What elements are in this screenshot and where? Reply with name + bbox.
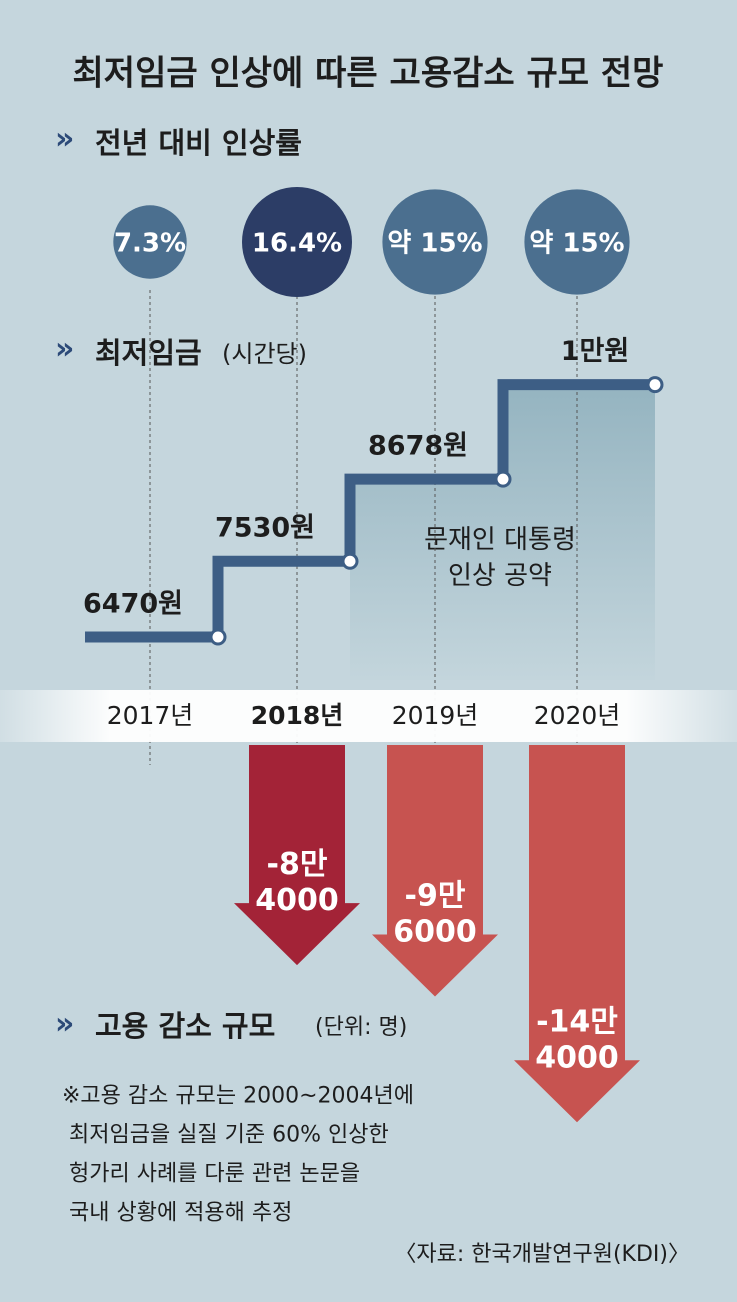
- year-band: [0, 690, 737, 742]
- wage-label: 7530원: [215, 513, 315, 544]
- wage-label: 1만원: [561, 336, 629, 367]
- wage-title: 최저임금: [95, 336, 202, 370]
- jobs-title: 고용 감소 규모: [95, 1009, 275, 1043]
- wage-point: [646, 376, 664, 394]
- job-label: -8만 4000: [255, 847, 339, 918]
- wage-line: [85, 379, 655, 643]
- job-label: -9만 6000: [393, 878, 477, 949]
- rate-label: 약 15%: [529, 229, 624, 259]
- pledge-area: [350, 384, 655, 680]
- rate-title: 전년 대비 인상률: [95, 126, 302, 160]
- job-label: -14만 4000: [535, 1004, 619, 1075]
- rate-label: 약 15%: [387, 229, 482, 259]
- rate-circle: [113, 205, 187, 279]
- rate-circle: [242, 187, 352, 297]
- rate-circle: [382, 189, 488, 295]
- year-label: 2020년: [534, 701, 621, 730]
- chevron: »: [55, 332, 74, 367]
- note: ※고용 감소 규모는 2000~2004년에 최저임금을 실질 기준 60% 인…: [62, 1084, 414, 1226]
- wage-point: [494, 470, 512, 488]
- title: 최저임금 인상에 따른 고용감소 규모 전망: [73, 54, 664, 94]
- rate-circle: [524, 189, 630, 295]
- chevron: »: [55, 122, 74, 157]
- rate-label: 7.3%: [114, 229, 186, 259]
- wage-label: 8678원: [368, 431, 468, 462]
- pledge-label: 문재인 대통령 인상 공약: [424, 525, 576, 591]
- job-arrow: [514, 745, 640, 1123]
- job-arrow: [372, 745, 498, 997]
- source: 〈자료: 한국개발연구원(KDI)〉: [394, 1242, 690, 1267]
- jobs-unit: (단위: 명): [315, 1015, 407, 1040]
- year-label: 2019년: [392, 701, 479, 730]
- wage-point: [341, 552, 359, 570]
- year-label: 2018년: [251, 701, 344, 730]
- job-arrow: [234, 745, 360, 966]
- wage-title-note: (시간당): [222, 340, 307, 368]
- year-label: 2017년: [107, 701, 194, 730]
- rate-label: 16.4%: [252, 229, 342, 259]
- wage-label: 6470원: [83, 589, 183, 620]
- chevron: »: [55, 1007, 74, 1042]
- wage-point: [209, 628, 227, 646]
